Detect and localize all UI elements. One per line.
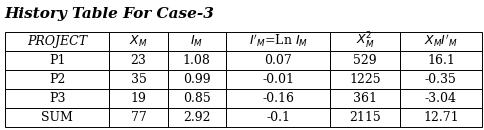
Bar (5, 32, 109, 51)
Bar (109, 89, 167, 108)
Bar (109, 108, 167, 127)
Text: 1225: 1225 (349, 73, 381, 86)
Bar (5, 108, 109, 127)
Bar (226, 70, 331, 89)
Text: 0.85: 0.85 (183, 92, 211, 105)
Text: 12.71: 12.71 (423, 111, 459, 124)
Bar (109, 32, 167, 51)
Bar (226, 32, 331, 51)
Bar (226, 51, 331, 70)
Bar (167, 108, 226, 127)
Bar (400, 89, 482, 108)
Text: $X_MI'_M$: $X_MI'_M$ (424, 33, 458, 50)
Bar (5, 51, 109, 70)
Bar (331, 51, 400, 70)
Bar (226, 89, 331, 108)
Text: 35: 35 (131, 73, 147, 86)
Text: 0.99: 0.99 (183, 73, 211, 86)
Bar (167, 51, 226, 70)
Bar (400, 32, 482, 51)
Text: 0.07: 0.07 (264, 54, 292, 67)
Text: P2: P2 (49, 73, 65, 86)
Text: 19: 19 (131, 92, 147, 105)
Bar (5, 89, 109, 108)
Text: -3.04: -3.04 (425, 92, 457, 105)
Text: 2.92: 2.92 (183, 111, 211, 124)
Bar (167, 70, 226, 89)
Text: $I'_M$=Ln $I_M$: $I'_M$=Ln $I_M$ (249, 33, 308, 50)
Bar (331, 108, 400, 127)
Text: -0.16: -0.16 (262, 92, 294, 105)
Text: History Table For Case-3: History Table For Case-3 (5, 7, 215, 21)
Text: 1.08: 1.08 (183, 54, 211, 67)
Text: 16.1: 16.1 (427, 54, 455, 67)
Text: 361: 361 (353, 92, 378, 105)
Bar (331, 89, 400, 108)
Bar (400, 108, 482, 127)
Text: -0.01: -0.01 (262, 73, 294, 86)
Text: $I_M$: $I_M$ (190, 34, 203, 49)
Bar (109, 70, 167, 89)
Text: $X_M$: $X_M$ (129, 34, 148, 49)
Text: -0.35: -0.35 (425, 73, 457, 86)
Bar (331, 70, 400, 89)
Bar (5, 70, 109, 89)
Bar (400, 51, 482, 70)
Bar (167, 32, 226, 51)
Bar (226, 108, 331, 127)
Text: 2115: 2115 (349, 111, 381, 124)
Text: P1: P1 (49, 54, 65, 67)
Text: 77: 77 (131, 111, 147, 124)
Bar (331, 32, 400, 51)
Text: 529: 529 (353, 54, 377, 67)
Bar (167, 89, 226, 108)
Bar (400, 70, 482, 89)
Text: -0.1: -0.1 (266, 111, 290, 124)
Text: PROJECT: PROJECT (27, 35, 87, 48)
Text: SUM: SUM (41, 111, 73, 124)
Bar (109, 51, 167, 70)
Text: 23: 23 (131, 54, 147, 67)
Text: P3: P3 (49, 92, 65, 105)
Text: $X^2_M$: $X^2_M$ (356, 31, 375, 51)
